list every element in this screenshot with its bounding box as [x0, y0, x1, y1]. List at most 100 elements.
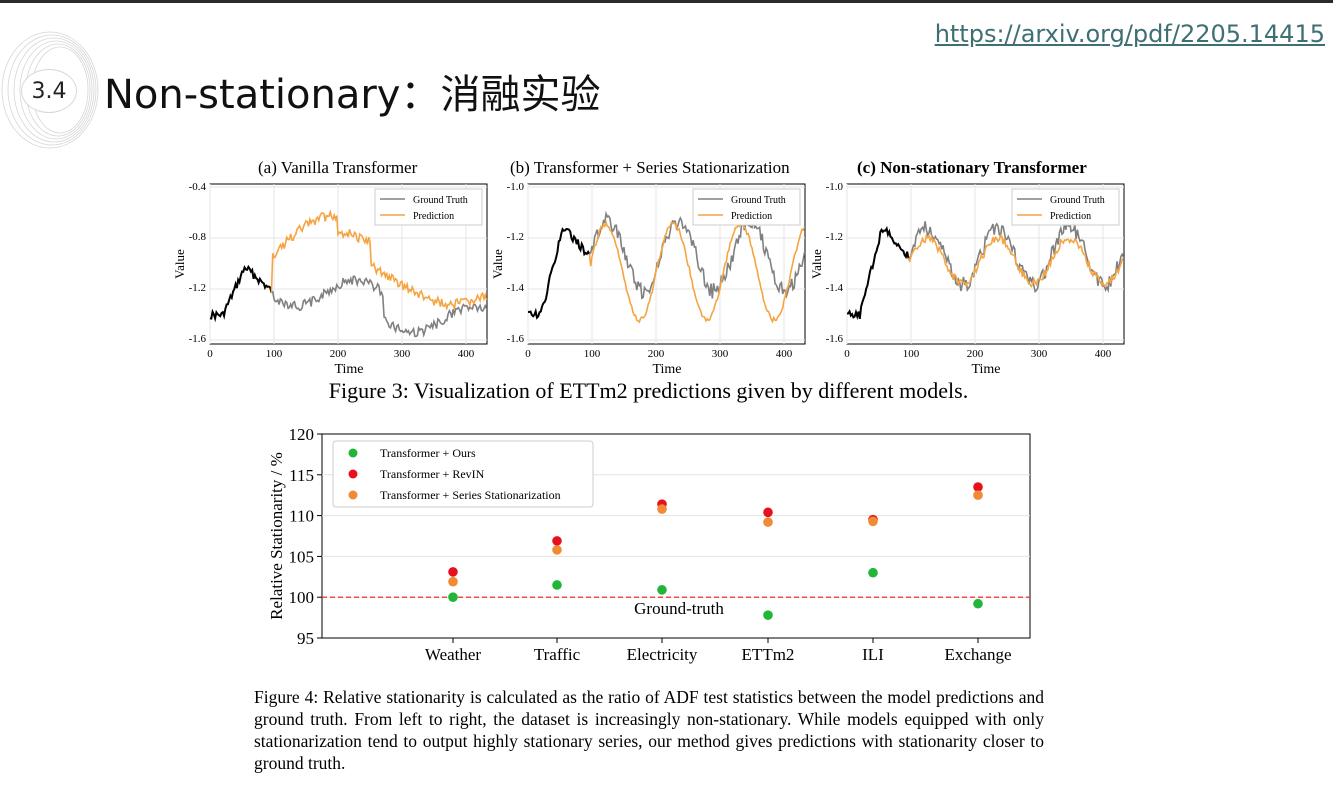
panel-a-ytick-1: -0.8 — [189, 231, 207, 243]
xtick-label: Electricity — [627, 645, 698, 664]
xtick-label: Traffic — [534, 645, 581, 664]
panel-b-title: (b) Transformer + Series Stationarizatio… — [510, 158, 790, 177]
paper-link[interactable]: https://arxiv.org/pdf/2205.14415 — [934, 20, 1325, 48]
ytick-label: 105 — [289, 547, 315, 566]
legend-ours-marker — [348, 448, 358, 458]
panel-b-ytick-1: -1.2 — [507, 231, 524, 243]
decorative-swirl — [1, 31, 99, 149]
panel-c: -1.0 -1.2 -1.4 -1.6 Value Time 0 100 200… — [809, 181, 1125, 377]
panel-a-legend-box — [374, 188, 483, 226]
panel-b-xlabel: Time — [652, 362, 681, 377]
point-transformer---revin-traffic — [552, 536, 562, 546]
panel-b-legend-gt: Ground Truth — [731, 195, 786, 206]
panel-b-legend-box — [692, 188, 801, 226]
point-transformer---ours-ili — [868, 567, 878, 578]
panel-a-input-line — [209, 264, 273, 323]
ytick-label: 100 — [289, 588, 315, 607]
panel-a-xtick-2: 200 — [330, 348, 347, 360]
panel-c-ytick-0: -1.0 — [826, 181, 844, 193]
panel-b-xtick-4: 400 — [776, 348, 793, 360]
panel-b-ylabel: Value — [490, 249, 505, 279]
panel-b-xtick-3: 300 — [712, 348, 729, 360]
panel-c-legend-box — [1011, 188, 1120, 226]
point-transformer---ours-ettm2 — [763, 610, 773, 620]
panel-c-xtick-4: 400 — [1095, 348, 1112, 360]
panel-c-ytick-2: -1.4 — [826, 282, 844, 294]
legend-series-stationarization-marker — [348, 490, 358, 500]
point-transformer---revin-ettm2 — [763, 507, 773, 518]
panel-a-xlabel: Time — [334, 362, 363, 377]
figure3-plots: -0.4 -0.8 -1.2 -1.6 Value Time 0 100 200… — [172, 181, 1125, 377]
panel-c-xtick-2: 200 — [967, 348, 984, 360]
panel-c-prediction-line — [907, 233, 1125, 288]
section-number-badge: 3.4 — [21, 69, 77, 113]
panel-b-ground-truth-line — [588, 210, 806, 300]
point-transformer---revin-weather — [448, 567, 458, 577]
panel-a-prediction-line — [270, 209, 488, 312]
point-transformer---series-stationarization-ettm2 — [763, 517, 773, 527]
panel-c-ytick-3: -1.6 — [826, 333, 844, 345]
panel-c-legend-gt: Ground Truth — [1050, 195, 1105, 206]
point-transformer---ours-exchange — [973, 598, 983, 609]
panel-c-legend-pred: Prediction — [1050, 211, 1091, 222]
panel-b-prediction-line — [588, 220, 806, 324]
point-transformer---series-stationarization-exchange — [973, 490, 983, 501]
ytick-label: 115 — [289, 466, 314, 485]
panel-a-ytick-2: -1.2 — [189, 282, 206, 294]
panel-b-ytick-3: -1.6 — [507, 333, 525, 345]
top-border — [0, 0, 1333, 3]
ytick-label: 120 — [289, 425, 315, 444]
xtick-label: ETTm2 — [742, 645, 795, 664]
panel-a-ground-truth-line — [270, 275, 488, 339]
ground-truth-label: Ground-truth — [634, 599, 724, 618]
panel-c-ylabel: Value — [809, 249, 824, 279]
point-transformer---series-stationarization-weather — [448, 576, 458, 587]
y-axis-label: Relative Stationarity / % — [267, 452, 286, 620]
figure4-caption: Figure 4: Relative stationarity is calcu… — [254, 687, 1044, 773]
panel-a-legend-gt: Ground Truth — [413, 195, 468, 206]
legend-revin-marker — [348, 469, 358, 479]
point-transformer---ours-electricity — [657, 585, 667, 595]
panel-b-xtick-2: 200 — [648, 348, 665, 360]
legend-box — [332, 440, 594, 508]
panel-b-ytick-2: -1.4 — [507, 282, 525, 294]
panel-b-input-line — [527, 227, 591, 320]
panel-b: -1.0 -1.2 -1.4 -1.6 Value Time 0 100 200… — [490, 181, 806, 377]
xtick-label: Weather — [425, 645, 482, 664]
ytick-label: 110 — [289, 507, 314, 526]
panel-c-title: (c) Non-stationary Transformer — [857, 158, 1087, 177]
panel-c-xtick-0: 0 — [844, 348, 850, 360]
point-transformer---series-stationarization-electricity — [657, 504, 667, 514]
xtick-label: ILI — [862, 645, 884, 664]
legend-revin-label: Transformer + RevIN — [380, 467, 485, 481]
xtick-label: Exchange — [944, 645, 1011, 664]
panel-a-ytick-0: -0.4 — [189, 181, 207, 193]
ytick-label: 95 — [297, 629, 314, 648]
panel-a-xtick-0: 0 — [207, 348, 213, 360]
point-transformer---series-stationarization-traffic — [552, 545, 562, 555]
panel-a-ytick-3: -1.6 — [189, 333, 207, 345]
panel-c-input-line — [846, 226, 910, 321]
panel-b-ytick-0: -1.0 — [507, 181, 525, 193]
panel-a-xtick-1: 100 — [266, 348, 283, 360]
point-transformer---series-stationarization-ili — [868, 516, 878, 527]
point-transformer---ours-weather — [448, 592, 458, 602]
panel-a-ylabel: Value — [172, 249, 187, 279]
panel-c-xlabel: Time — [971, 362, 1000, 377]
panel-a-legend-pred: Prediction — [413, 211, 454, 222]
panel-a-xtick-4: 400 — [458, 348, 475, 360]
legend-series-stationarization-label: Transformer + Series Stationarization — [380, 488, 561, 502]
panel-c-xtick-3: 300 — [1031, 348, 1048, 360]
legend-ours-label: Transformer + Ours — [380, 446, 476, 460]
panel-c-ytick-1: -1.2 — [826, 231, 843, 243]
panel-c-xtick-1: 100 — [903, 348, 920, 360]
panel-a-xtick-3: 300 — [394, 348, 411, 360]
slide-title: Non-stationary：消融实验 — [104, 72, 601, 118]
figure3-caption: Figure 3: Visualization of ETTm2 predict… — [328, 378, 969, 403]
point-transformer---ours-traffic — [552, 580, 562, 590]
figure4-chart: Ground-truth 95 100 105 110 115 120 Weather Tr… — [267, 425, 1031, 664]
point-transformer---revin-exchange — [973, 482, 983, 492]
panel-b-legend-pred: Prediction — [731, 211, 772, 222]
panel-b-xtick-0: 0 — [525, 348, 531, 360]
panel-a-title: (a) Vanilla Transformer — [258, 158, 418, 177]
